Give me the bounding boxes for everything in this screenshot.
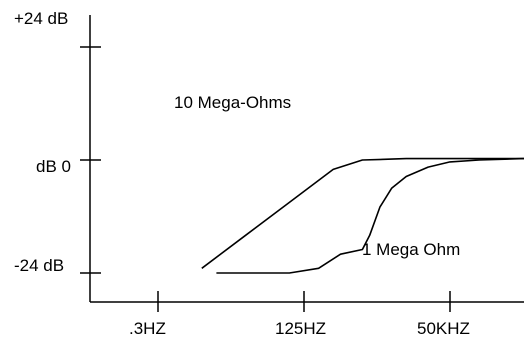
y-tick-label-zero: dB 0 xyxy=(36,157,71,176)
x-tick-label-mid: 125HZ xyxy=(275,319,326,338)
series-layer xyxy=(201,157,524,274)
series-line-1-mega-ohm xyxy=(216,157,524,274)
ticks xyxy=(80,46,451,312)
annotation-10-mega-ohms: 10 Mega-Ohms xyxy=(174,93,291,112)
annotation-1-mega-ohm: 1 Mega Ohm xyxy=(362,240,460,259)
y-tick-label-bottom: -24 dB xyxy=(14,256,64,275)
y-tick-label-top: +24 dB xyxy=(14,9,68,28)
x-tick-label-low: .3HZ xyxy=(129,319,166,338)
x-tick-label-high: 50KHZ xyxy=(417,319,470,338)
axes xyxy=(89,15,524,303)
annotations: 10 Mega-Ohms 1 Mega Ohm xyxy=(174,93,460,259)
tick-labels: +24 dB dB 0 -24 dB .3HZ 125HZ 50KHZ xyxy=(14,9,470,338)
